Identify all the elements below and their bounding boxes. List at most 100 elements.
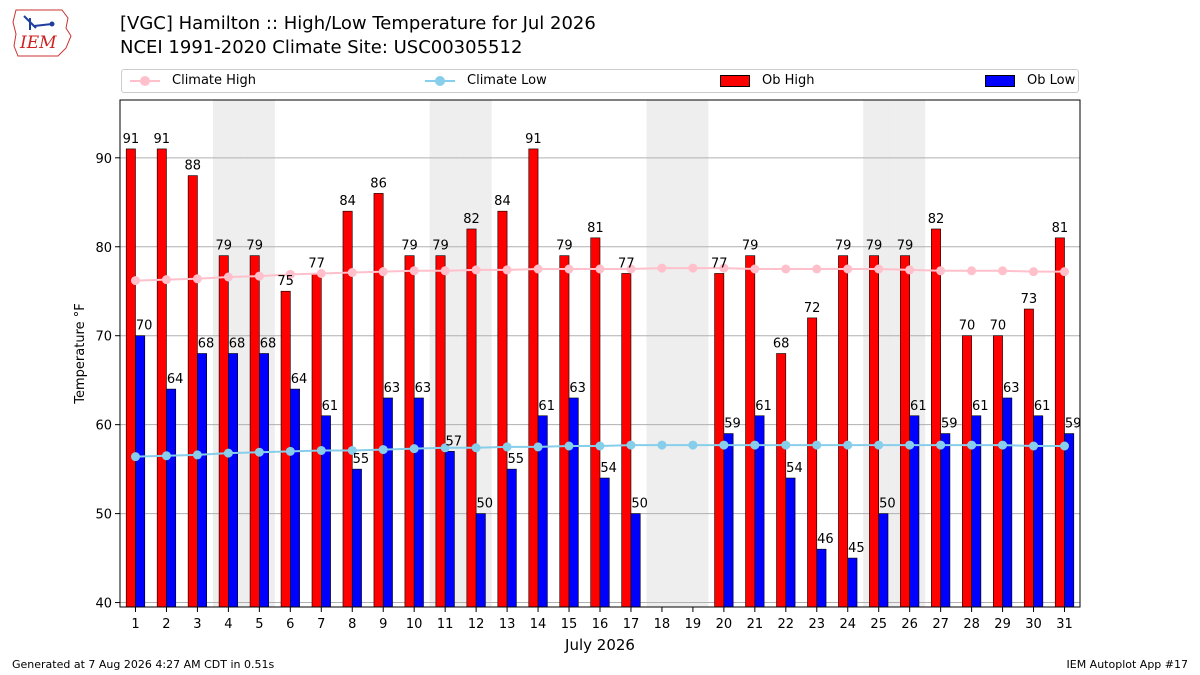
- chart-title: [VGC] Hamilton :: High/Low Temperature f…: [120, 13, 596, 34]
- climate-low-point: [130, 452, 140, 462]
- bar-ob-high: [125, 148, 136, 608]
- x-tick-label: 4: [224, 617, 232, 632]
- climate-high-point: [192, 274, 202, 284]
- generated-timestamp: Generated at 7 Aug 2026 4:27 AM CDT in 0…: [12, 658, 275, 671]
- x-tick-label: 10: [406, 617, 423, 632]
- y-tick-label: 50: [95, 508, 112, 523]
- x-tick-label: 19: [685, 617, 702, 632]
- climate-high-point: [750, 264, 760, 274]
- climate-low-point: [161, 451, 171, 461]
- legend-label-ob-high: Ob High: [762, 73, 815, 88]
- data-label-ob-high: 81: [1052, 221, 1069, 236]
- climate-low-point: [254, 447, 264, 457]
- climate-low-point: [440, 443, 450, 453]
- climate-low-point: [812, 440, 822, 450]
- x-tick-label: 24: [839, 617, 856, 632]
- data-label-ob-low: 63: [569, 381, 586, 396]
- y-tick-label: 40: [95, 597, 112, 612]
- data-label-ob-high: 88: [185, 159, 202, 174]
- y-tick-label: 80: [95, 241, 112, 256]
- data-label-ob-low: 61: [538, 399, 555, 414]
- legend-label-climate-low: Climate Low: [467, 73, 547, 88]
- x-tick-label: 6: [286, 617, 294, 632]
- climate-low-point: [1060, 441, 1070, 451]
- x-tick-label: 15: [561, 617, 578, 632]
- x-tick-label: 26: [901, 617, 918, 632]
- bar-ob-high: [311, 273, 322, 608]
- data-label-ob-high: 79: [246, 239, 263, 254]
- climate-low-point: [750, 440, 760, 450]
- bar-ob-high: [187, 175, 198, 608]
- legend-label-climate-high: Climate High: [172, 73, 257, 88]
- climate-high-point: [812, 264, 822, 274]
- data-label-ob-high: 70: [990, 319, 1007, 334]
- x-tick-label: 29: [994, 617, 1011, 632]
- climate-low-point: [874, 440, 884, 450]
- data-label-ob-low: 50: [879, 497, 896, 512]
- x-tick-label: 12: [468, 617, 485, 632]
- data-label-ob-high: 91: [525, 132, 542, 147]
- climate-high-point: [967, 266, 977, 276]
- legend-item-climate-low: Climate Low: [425, 73, 547, 88]
- x-tick-label: 22: [778, 617, 795, 632]
- bar-ob-high: [776, 353, 787, 608]
- data-label-ob-low: 54: [600, 461, 617, 476]
- bar-ob-low: [785, 477, 796, 608]
- data-label-ob-high: 70: [959, 319, 976, 334]
- bar-ob-high: [838, 255, 849, 608]
- climate-low-point: [998, 440, 1008, 450]
- x-tick-label: 25: [870, 617, 887, 632]
- climate-high-point: [998, 266, 1008, 276]
- data-label-ob-high: 73: [1021, 292, 1038, 307]
- bar-ob-high: [528, 148, 539, 608]
- data-label-ob-low: 64: [291, 372, 308, 387]
- bar-ob-high: [900, 255, 910, 608]
- climate-high-point: [595, 264, 605, 274]
- bar-ob-low: [630, 513, 641, 608]
- data-label-ob-low: 59: [1065, 417, 1082, 432]
- data-label-ob-high: 79: [432, 239, 449, 254]
- x-tick-label: 8: [348, 617, 356, 632]
- data-label-ob-low: 61: [755, 399, 772, 414]
- data-label-ob-low: 63: [384, 381, 401, 396]
- x-tick-label: 7: [317, 617, 325, 632]
- bar-ob-low: [444, 451, 455, 608]
- bar-ob-low: [816, 548, 827, 608]
- climate-high-point: [316, 268, 326, 278]
- data-label-ob-high: 79: [742, 239, 759, 254]
- bar-ob-low: [135, 335, 146, 608]
- climate-low-point: [378, 445, 388, 455]
- x-tick-label: 11: [437, 617, 454, 632]
- data-label-ob-low: 70: [136, 319, 153, 334]
- climate-low-point: [626, 440, 636, 450]
- bar-ob-low: [1064, 433, 1075, 608]
- legend-swatch-climate-high: [130, 74, 160, 88]
- climate-low-point: [719, 440, 729, 450]
- bar-ob-low: [382, 397, 393, 608]
- bar-ob-high: [992, 335, 1003, 608]
- y-axis-label: Temperature °F: [73, 303, 88, 404]
- data-label-ob-high: 72: [804, 301, 821, 316]
- climate-low-point: [192, 450, 202, 460]
- bar-ob-low: [475, 513, 486, 608]
- x-tick-label: 31: [1056, 617, 1073, 632]
- climate-low-point: [781, 440, 791, 450]
- climate-low-point: [533, 442, 543, 452]
- bar-ob-high: [714, 273, 725, 608]
- data-label-ob-low: 50: [631, 497, 648, 512]
- climate-high-point: [285, 269, 295, 279]
- climate-high-point: [502, 265, 512, 275]
- climate-low-point: [316, 445, 326, 455]
- climate-high-point: [533, 264, 543, 274]
- y-tick-label: 90: [95, 152, 112, 167]
- data-label-ob-high: 91: [154, 132, 171, 147]
- data-label-ob-low: 63: [415, 381, 432, 396]
- data-label-ob-high: 79: [215, 239, 232, 254]
- bar-ob-high: [1054, 237, 1065, 608]
- bar-ob-low: [878, 513, 889, 608]
- chart-legend: Climate High Climate Low Ob High Ob Low: [121, 69, 1079, 93]
- data-label-ob-high: 84: [339, 194, 356, 209]
- data-label-ob-low: 61: [322, 399, 339, 414]
- bar-ob-low: [320, 415, 331, 608]
- data-label-ob-high: 75: [277, 274, 294, 289]
